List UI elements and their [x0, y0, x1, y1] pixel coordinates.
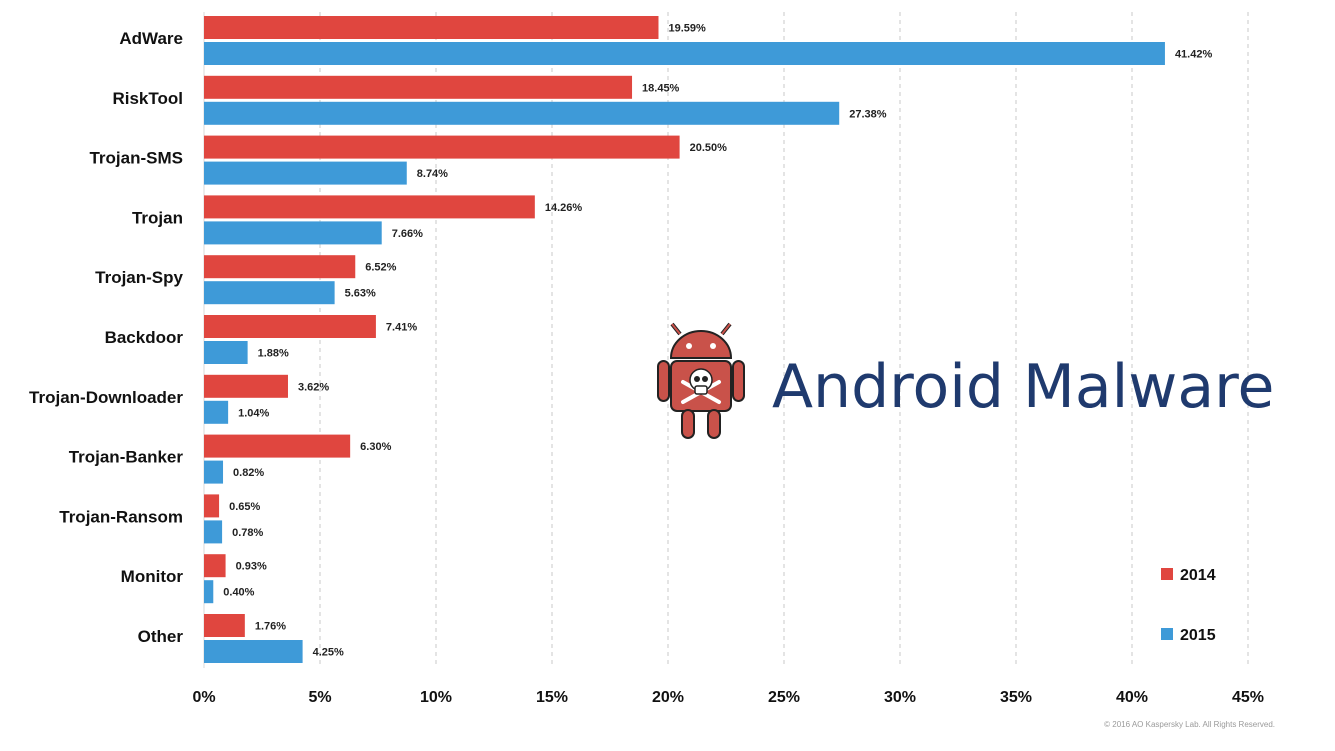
copyright: © 2016 AO Kaspersky Lab. All Rights Rese…	[1104, 720, 1275, 729]
category-label: Backdoor	[105, 328, 184, 347]
data-label: 18.45%	[642, 82, 680, 94]
bar-2014	[204, 135, 680, 159]
bar-2015	[204, 281, 335, 305]
bar-2015	[204, 400, 229, 424]
bar-2014	[204, 16, 659, 39]
data-label: 4.25%	[313, 647, 344, 659]
category-label: Trojan-Ransom	[59, 507, 183, 526]
legend-label-2015: 2015	[1180, 627, 1216, 644]
data-label: 27.38%	[849, 108, 887, 120]
data-label: 8.74%	[417, 168, 448, 180]
legend-swatch-2014	[1161, 568, 1173, 580]
data-label: 1.88%	[258, 348, 289, 360]
x-tick-label: 20%	[652, 689, 684, 706]
x-tick-label: 10%	[420, 689, 452, 706]
bar-2015	[204, 221, 382, 245]
bar-2014	[204, 374, 288, 398]
data-label: 7.41%	[386, 322, 417, 334]
data-label: 6.30%	[360, 441, 391, 453]
category-label: RiskTool	[112, 89, 183, 108]
x-tick-label: 0%	[192, 689, 215, 706]
category-label: Trojan-Downloader	[29, 388, 183, 407]
data-label: 14.26%	[545, 202, 583, 214]
bar-2015	[204, 520, 223, 544]
x-tick-label: 35%	[1000, 689, 1032, 706]
page-title: Android Malware	[772, 352, 1274, 422]
bar-2015	[204, 161, 407, 185]
bar-2015	[204, 640, 303, 663]
data-label: 0.93%	[236, 561, 267, 573]
data-label: 41.42%	[1175, 49, 1213, 61]
x-tick-label: 15%	[536, 689, 568, 706]
data-label: 6.52%	[365, 262, 396, 274]
category-label: Trojan-Spy	[95, 268, 183, 287]
category-label: Trojan-Banker	[69, 448, 184, 467]
x-tick-label: 30%	[884, 689, 916, 706]
bar-2015	[204, 460, 224, 484]
category-label: Other	[138, 627, 184, 646]
category-label: Trojan	[132, 208, 183, 227]
x-tick-label: 5%	[308, 689, 331, 706]
android-skull-icon	[657, 322, 745, 439]
data-label: 1.04%	[238, 407, 269, 419]
x-axis-ticks: 0% 5% 10% 15% 20% 25% 30% 35% 40% 45%	[192, 689, 1264, 706]
data-label: 0.82%	[233, 467, 264, 479]
data-label: 19.59%	[668, 23, 706, 35]
category-label: AdWare	[119, 29, 183, 48]
category-label: Monitor	[121, 567, 184, 586]
bar-2014	[204, 195, 535, 219]
bars	[204, 16, 1165, 663]
bar-2014	[204, 434, 351, 458]
x-tick-label: 45%	[1232, 689, 1264, 706]
bar-2014	[204, 255, 356, 279]
bar-2014	[204, 75, 633, 99]
data-label: 5.63%	[345, 288, 376, 300]
data-label: 3.62%	[298, 381, 329, 393]
x-tick-label: 25%	[768, 689, 800, 706]
bar-2014	[204, 315, 376, 338]
legend-swatch-2015	[1161, 628, 1173, 640]
data-label: 7.66%	[392, 228, 423, 240]
bar-2015	[204, 42, 1165, 65]
data-label: 1.76%	[255, 621, 286, 633]
data-labels: 19.59% 41.42% 18.45% 27.38% 20.50% 8.74% 14.26…	[223, 23, 1212, 659]
bar-2014	[204, 614, 245, 637]
data-label: 0.78%	[232, 527, 263, 539]
category-labels: AdWare RiskTool Trojan-SMS Trojan Trojan-Spy…	[29, 29, 184, 646]
bar-2014	[204, 554, 226, 578]
data-label: 0.40%	[223, 587, 254, 599]
legend: 2014 2015	[1161, 567, 1216, 644]
bar-2015	[204, 580, 214, 604]
bar-2014	[204, 494, 220, 518]
bar-2015	[204, 341, 248, 364]
legend-label-2014: 2014	[1180, 567, 1216, 584]
x-tick-label: 40%	[1116, 689, 1148, 706]
bar-2015	[204, 101, 840, 125]
data-label: 20.50%	[690, 142, 728, 154]
data-label: 0.65%	[229, 501, 260, 513]
category-label: Trojan-SMS	[89, 149, 183, 168]
